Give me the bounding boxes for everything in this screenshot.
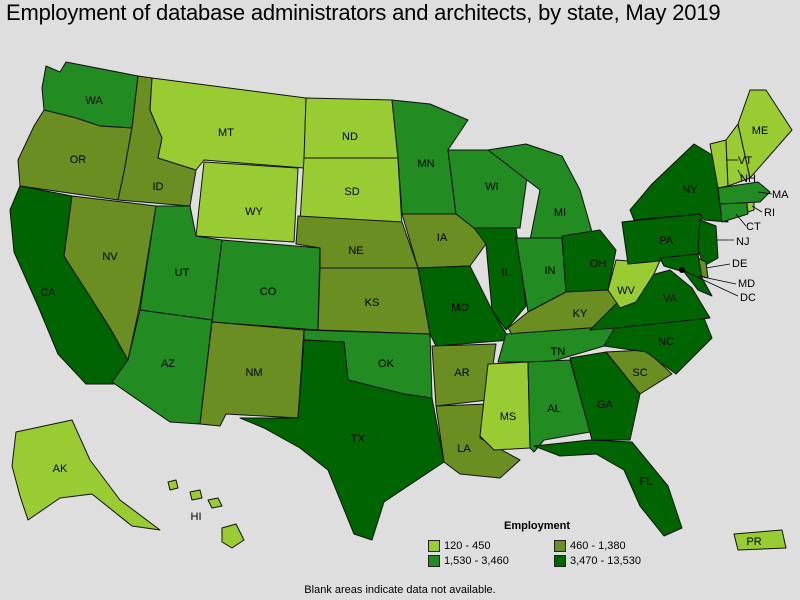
label-AK: AK xyxy=(53,463,68,475)
label-PA: PA xyxy=(659,235,674,247)
label-MD: MD xyxy=(738,278,755,290)
label-ID: ID xyxy=(153,181,164,193)
label-IL: IL xyxy=(501,267,510,279)
label-MA: MA xyxy=(772,189,789,201)
state-AL xyxy=(527,359,591,453)
label-KY: KY xyxy=(573,308,588,320)
label-FL: FL xyxy=(640,476,653,488)
label-WY: WY xyxy=(245,206,263,218)
state-ME xyxy=(737,89,793,179)
label-NM: NM xyxy=(245,367,262,379)
footnote: Blank areas indicate data not available. xyxy=(304,584,496,596)
label-HI: HI xyxy=(191,511,202,523)
label-DE: DE xyxy=(732,258,747,270)
label-OR: OR xyxy=(70,154,87,166)
label-SC: SC xyxy=(632,367,647,379)
label-WA: WA xyxy=(85,95,103,107)
legend-swatch-1 xyxy=(428,540,440,552)
label-NC: NC xyxy=(658,336,674,348)
map-title: Employment of database administrators an… xyxy=(6,0,721,25)
legend-label-3: 1,530 - 3,460 xyxy=(444,555,509,567)
label-AR: AR xyxy=(454,367,469,379)
label-AZ: AZ xyxy=(161,358,175,370)
label-WV: WV xyxy=(617,285,635,297)
state-HI xyxy=(167,479,245,549)
label-SD: SD xyxy=(344,186,359,198)
state-GA xyxy=(569,351,641,441)
label-NV: NV xyxy=(102,251,118,263)
state-SC xyxy=(605,349,673,395)
state-ND xyxy=(303,97,399,159)
label-RI: RI xyxy=(764,207,775,219)
label-IN: IN xyxy=(545,265,556,277)
state-NJ xyxy=(697,219,719,267)
legend-swatch-2 xyxy=(554,540,566,552)
label-NH: NH xyxy=(740,173,756,185)
label-TN: TN xyxy=(551,346,566,358)
legend-item-2: 460 - 1,380 xyxy=(554,540,626,552)
label-MI: MI xyxy=(554,207,566,219)
state-TX xyxy=(239,339,445,541)
state-MS xyxy=(479,361,531,451)
label-CA: CA xyxy=(40,287,56,299)
label-NY: NY xyxy=(682,184,698,196)
state-WV xyxy=(607,255,663,309)
state-IL xyxy=(473,227,527,331)
legend-title: Employment xyxy=(504,520,571,532)
legend-swatch-3 xyxy=(428,555,440,567)
label-WI: WI xyxy=(485,181,498,193)
legend: Employment 120 - 450 460 - 1,380 1,530 -… xyxy=(428,520,688,580)
label-IA: IA xyxy=(437,232,448,244)
legend-swatch-4 xyxy=(554,555,566,567)
label-NJ: NJ xyxy=(736,236,749,248)
dc-marker xyxy=(679,267,685,273)
label-MO: MO xyxy=(451,302,469,314)
label-MT: MT xyxy=(218,127,234,139)
label-UT: UT xyxy=(175,267,190,279)
label-MS: MS xyxy=(500,411,517,423)
legend-item-3: 1,530 - 3,460 xyxy=(428,555,509,567)
state-PR xyxy=(733,529,787,551)
label-PR: PR xyxy=(746,536,761,548)
state-MT xyxy=(149,77,307,171)
state-AK xyxy=(11,419,161,531)
label-KS: KS xyxy=(365,297,380,309)
state-MD xyxy=(659,253,713,297)
state-CO xyxy=(211,239,321,331)
state-MA xyxy=(717,181,771,205)
legend-label-4: 3,470 - 13,530 xyxy=(570,555,641,567)
state-labels: WA OR CA ID NV MT WY UT AZ CO NM ND SD N… xyxy=(40,95,789,548)
state-FL xyxy=(533,439,683,537)
label-MN: MN xyxy=(417,158,434,170)
label-OH: OH xyxy=(590,258,607,270)
legend-label-1: 120 - 450 xyxy=(444,540,491,552)
label-GA: GA xyxy=(597,399,614,411)
label-TX: TX xyxy=(351,433,366,445)
label-ND: ND xyxy=(342,131,358,143)
legend-item-1: 120 - 450 xyxy=(428,540,490,552)
label-ME: ME xyxy=(752,125,769,137)
label-VA: VA xyxy=(663,293,678,305)
label-OK: OK xyxy=(378,358,395,370)
label-LA: LA xyxy=(457,443,471,455)
legend-item-4: 3,470 - 13,530 xyxy=(554,555,641,567)
label-DC: DC xyxy=(740,292,756,304)
label-AL: AL xyxy=(547,403,560,415)
label-NE: NE xyxy=(348,245,363,257)
state-WY xyxy=(195,161,299,243)
legend-label-2: 460 - 1,380 xyxy=(570,540,626,552)
label-VT: VT xyxy=(738,155,752,167)
label-CO: CO xyxy=(260,286,277,298)
label-CT: CT xyxy=(746,221,761,233)
